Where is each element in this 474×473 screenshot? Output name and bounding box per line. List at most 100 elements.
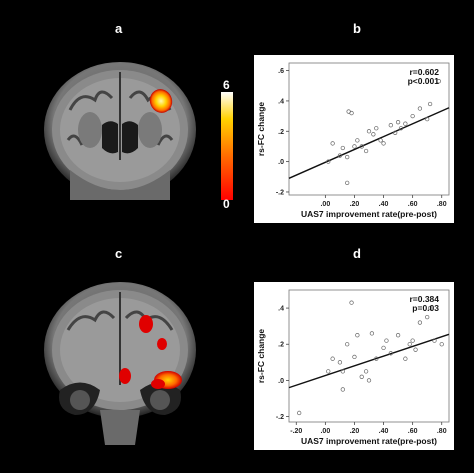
scatter-plot-b-svg: .00 .20 .40 .60 .80 .6 .4 .2 .0 -.2 r=0.602p<0.001… [256, 62, 450, 219]
data-point [352, 144, 357, 149]
data-point [352, 354, 357, 360]
data-point [363, 369, 369, 374]
plot-area [288, 62, 450, 196]
x-tick-label: .40 [379, 428, 389, 435]
regression-line [288, 333, 450, 389]
x-tick-label: .20 [350, 201, 360, 208]
x-tick-label: .80 [437, 428, 447, 435]
data-point [410, 338, 415, 343]
x-tick-label: .60 [408, 201, 418, 208]
data-point [439, 342, 444, 347]
data-point [388, 351, 393, 356]
stat-annotation: r=0.384 [409, 294, 439, 304]
colorbar-max-label: 6 [223, 78, 230, 92]
data-point [337, 153, 343, 158]
brain-coronal-slice-c [44, 282, 196, 445]
data-point [432, 338, 437, 343]
y-tick-label: .0 [278, 159, 284, 166]
data-point [297, 410, 302, 416]
y-axis-label: rs-FC change [256, 329, 266, 384]
data-point [413, 347, 418, 352]
stat-annotation: p<0.001 [408, 76, 440, 86]
data-point [398, 126, 404, 131]
data-point [355, 333, 360, 338]
data-point [374, 356, 379, 361]
data-point [381, 141, 386, 146]
data-point [345, 180, 350, 186]
scatter-plot-d: -.20 .00 .20 .40 .60 .80 .4 .2 .0 -.2 r=0.384 p=0.0… [254, 282, 454, 450]
colorbar [221, 92, 233, 200]
data-point [345, 154, 350, 160]
data-point [340, 145, 345, 151]
x-tick-label: .00 [320, 201, 330, 208]
panel-label-c: c [115, 246, 123, 261]
data-point [436, 79, 441, 84]
data-point [337, 360, 343, 365]
y-tick-label: .4 [278, 306, 284, 313]
y-tick-label: .2 [278, 342, 284, 349]
data-point [393, 130, 398, 135]
data-point [355, 138, 360, 143]
data-point [403, 356, 408, 361]
data-point [374, 126, 379, 131]
data-point [326, 159, 331, 164]
data-point [340, 369, 345, 374]
stat-annotation: p=0.03 [412, 303, 439, 313]
data-point [381, 345, 386, 351]
data-point [330, 356, 335, 361]
y-tick-label: .6 [278, 68, 284, 75]
data-point [371, 132, 376, 137]
data-point [349, 300, 354, 305]
x-tick-label: .80 [437, 201, 447, 208]
data-point [417, 106, 423, 111]
data-point [425, 314, 430, 320]
data-point [384, 338, 389, 343]
data-point [403, 121, 408, 126]
y-tick-label: .2 [278, 129, 284, 136]
y-axis-label: rs-FC change [256, 102, 266, 157]
activation-cluster-3 [119, 368, 131, 384]
data-point [388, 123, 393, 128]
x-tick-label: .00 [320, 428, 330, 435]
y-tick-label: -.2 [276, 189, 284, 196]
data-point [417, 320, 423, 325]
colorbar-min-label: 0 [223, 197, 230, 211]
x-tick-label: .20 [350, 428, 360, 435]
data-point [345, 342, 350, 347]
y-tick-label: .0 [278, 378, 284, 385]
x-tick-label: -.20 [290, 428, 302, 435]
data-point [395, 120, 401, 125]
data-point [427, 101, 433, 107]
data-point [407, 342, 412, 347]
scatter-plot-d-svg: -.20 .00 .20 .40 .60 .80 .4 .2 .0 -.2 r=0.384p=0.0… [256, 289, 450, 446]
data-point [340, 387, 345, 392]
regression-line [288, 107, 450, 179]
activation-cluster-1 [139, 315, 153, 333]
y-tick-label: -.2 [276, 414, 284, 421]
scatter-plot-b: .00 .20 .40 .60 .80 .6 .4 .2 .0 -.2 r=0.602 p<0.001… [254, 55, 454, 223]
panel-label-a: a [115, 21, 123, 36]
data-point [369, 331, 375, 336]
x-tick-label: .60 [408, 428, 418, 435]
brain-coronal-slice-a [44, 62, 196, 200]
data-point [363, 148, 369, 154]
y-tick-label: .4 [278, 98, 284, 105]
x-axis-label: UAS7 improvement rate(pre-post) [301, 436, 437, 446]
plot-area [288, 289, 450, 423]
panel-label-d: d [353, 246, 361, 261]
data-point [359, 374, 364, 379]
data-point [366, 129, 372, 134]
data-point [330, 141, 335, 146]
data-point [395, 333, 401, 338]
data-point [366, 378, 372, 383]
data-point [425, 116, 430, 122]
data-point [326, 369, 331, 374]
panel-label-b: b [353, 21, 361, 36]
data-point [378, 138, 383, 143]
stat-annotation: r=0.602 [409, 67, 439, 77]
data-point [410, 113, 415, 119]
data-point [427, 305, 433, 311]
x-tick-label: .40 [379, 201, 389, 208]
activation-cluster [149, 89, 173, 113]
activation-cluster-2 [157, 338, 167, 350]
